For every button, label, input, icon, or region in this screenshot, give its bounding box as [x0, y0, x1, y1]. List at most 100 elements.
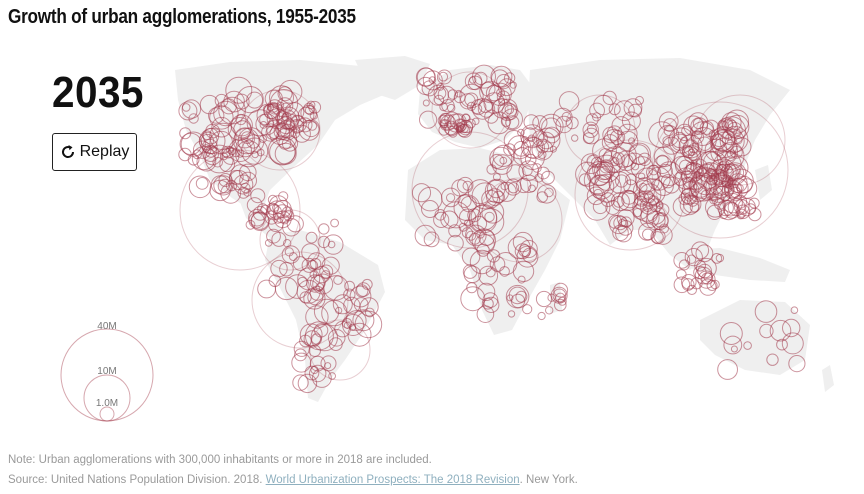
source-prefix: Source: United Nations Population Divisi…: [8, 474, 263, 486]
city-circle: [436, 69, 452, 85]
city-circle: [476, 230, 485, 239]
city-circle: [589, 174, 615, 200]
city-circle: [582, 132, 595, 144]
city-circle: [288, 252, 298, 262]
city-circle: [711, 130, 733, 152]
city-circle: [433, 94, 445, 106]
city-circle: [554, 298, 567, 312]
city-circle-large: [694, 94, 786, 186]
city-circle: [550, 286, 568, 304]
city-circle: [203, 147, 222, 166]
city-circle: [459, 93, 476, 110]
city-circle: [438, 124, 450, 136]
city-circle: [481, 297, 494, 310]
city-circle: [663, 125, 675, 137]
city-circle: [628, 137, 636, 145]
city-circle: [686, 254, 697, 264]
city-circle: [545, 306, 554, 315]
city-circle: [193, 140, 212, 159]
city-circle: [437, 85, 456, 104]
land-south-america: [265, 230, 385, 402]
city-circle: [651, 213, 669, 230]
city-circle: [328, 372, 337, 380]
city-circle: [657, 161, 682, 187]
city-circle: [711, 131, 738, 159]
city-circle: [469, 249, 495, 275]
city-circle: [610, 192, 630, 211]
city-circle: [261, 123, 280, 142]
city-circle: [516, 245, 539, 268]
city-circle: [440, 114, 457, 131]
source-link[interactable]: World Urbanization Prospects: The 2018 R…: [265, 474, 520, 486]
city-circle: [267, 194, 278, 205]
city-circle: [419, 110, 438, 129]
city-circle: [635, 95, 644, 105]
city-circle: [730, 345, 738, 353]
city-circle: [512, 231, 534, 253]
city-circle: [303, 330, 321, 348]
city-circle: [236, 86, 264, 114]
replay-button[interactable]: Replay: [52, 133, 137, 171]
city-circle: [676, 269, 687, 280]
city-circle: [459, 83, 484, 109]
city-circle: [467, 179, 493, 205]
city-circle: [656, 203, 670, 217]
year-label: 2035: [52, 68, 144, 117]
city-circle: [609, 129, 626, 146]
city-circle: [696, 257, 717, 279]
city-circle: [733, 199, 750, 215]
city-circle: [436, 83, 445, 91]
city-circle: [535, 290, 553, 308]
city-circle: [273, 123, 291, 140]
city-circle-large: [411, 131, 529, 249]
city-circle: [600, 150, 624, 174]
city-circle: [241, 137, 269, 165]
city-circle: [276, 97, 294, 114]
city-circle: [680, 187, 698, 205]
city-circle: [228, 147, 236, 156]
city-circle: [221, 145, 235, 159]
city-circle: [532, 163, 542, 173]
city-circle: [201, 144, 211, 153]
city-circle: [706, 174, 718, 186]
city-circle: [195, 177, 209, 190]
city-circle: [434, 209, 447, 221]
city-circle: [681, 144, 694, 157]
city-circle: [293, 340, 310, 357]
city-circle: [342, 314, 364, 336]
city-circle: [464, 72, 483, 90]
city-circle-large: [564, 94, 636, 166]
city-circle: [602, 90, 617, 106]
city-circle: [301, 257, 317, 273]
city-circle: [289, 119, 305, 134]
city-circle: [523, 114, 540, 130]
city-circle: [491, 69, 509, 88]
city-circle: [535, 127, 561, 153]
city-circle: [477, 100, 496, 118]
city-circle: [531, 130, 548, 147]
world-map: [175, 56, 834, 402]
city-circle: [500, 182, 509, 191]
city-circle: [327, 329, 346, 347]
city-circle: [517, 128, 525, 137]
city-circle: [245, 219, 256, 230]
city-circle: [292, 256, 308, 271]
city-circle: [490, 65, 513, 88]
city-circle: [617, 189, 639, 212]
city-circle: [223, 90, 245, 113]
city-circle: [498, 102, 517, 121]
city-circle: [239, 163, 257, 182]
city-circle: [611, 116, 631, 136]
city-circle: [318, 223, 330, 235]
city-circle: [617, 220, 634, 236]
city-circle: [679, 195, 700, 216]
city-circle: [330, 218, 340, 228]
city-circle: [217, 178, 233, 194]
city-circle: [274, 142, 297, 165]
city-circle: [471, 228, 496, 253]
city-circle: [268, 274, 282, 288]
city-circle: [612, 152, 625, 165]
city-circle: [553, 282, 569, 298]
city-circle: [639, 208, 660, 229]
city-circle: [725, 114, 750, 140]
